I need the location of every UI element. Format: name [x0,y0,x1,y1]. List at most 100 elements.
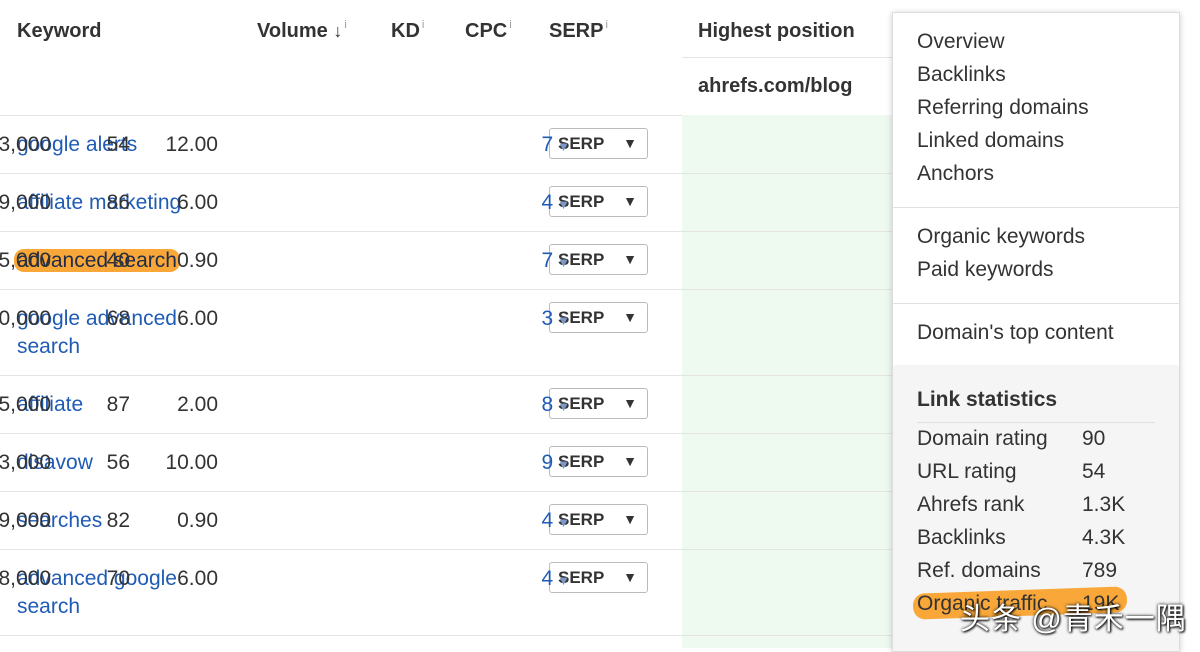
position-cell[interactable]: 4 ▼ [541,565,570,595]
serp-button-label: SERP [558,250,605,269]
serp-button[interactable]: SERP ▼ [549,388,648,419]
header-keyword[interactable]: Keyword [17,20,101,43]
keyword-text: affiliate marketing [17,191,182,214]
triangle-down-icon: ▼ [557,139,570,154]
kd-cell: 86 [106,191,130,214]
menu-item-anchors[interactable]: Anchors [917,162,995,185]
cpc-cell: 10.00 [165,451,218,474]
kd-cell: 54 [106,133,130,156]
menu-item-referring-domains[interactable]: Referring domains [917,96,1089,119]
triangle-down-icon: ▼ [557,573,570,588]
triangle-down-icon: ▼ [557,197,570,212]
kd-cell: 56 [106,451,130,474]
keyword-link[interactable]: affiliate [17,391,217,419]
cpc-cell: 6.00 [177,307,218,330]
info-icon[interactable]: i [509,19,512,31]
sort-down-arrow-icon: ↓ [333,21,343,41]
serp-button[interactable]: SERP ▼ [549,302,648,333]
keyword-link[interactable]: google alerts [17,131,217,159]
row-divider [0,491,900,492]
volume-cell: 75,000 [0,249,51,272]
kd-cell: 82 [106,509,130,532]
header-kd[interactable]: KD i [391,19,425,43]
serp-button-label: SERP [558,568,605,587]
stat-label: URL rating [917,460,1017,483]
cpc-cell: 6.00 [177,191,218,214]
keyword-text: google alerts [17,133,138,156]
position-value: 7 [541,249,554,272]
triangle-down-icon: ▼ [623,395,637,411]
header-volume[interactable]: Volume ↓ i [257,19,347,43]
serp-button-label: SERP [558,510,605,529]
keyword-text: google advanced search [17,307,177,358]
table-row: advanced search75,000 40 0.90 SERP▼7▼ [0,231,900,289]
position-cell[interactable]: 7 ▼ [541,131,570,161]
row-divider [0,635,900,636]
serp-button-label: SERP [558,308,605,327]
keyword-text: searches [17,509,103,532]
menu-item-paid-keywords[interactable]: Paid keywords [917,258,1054,281]
position-cell[interactable]: 4 ▼ [541,507,570,537]
header-cpc[interactable]: CPC i [465,19,512,43]
header-cpc-label: CPC [465,20,508,42]
position-value: 4 [541,191,554,214]
serp-button[interactable]: SERP ▼ [549,128,648,159]
stat-value: 19K [1082,592,1120,615]
info-icon[interactable]: i [605,19,608,31]
position-cell[interactable]: 8 ▼ [541,391,570,421]
header-highest-position: Highest position [698,20,855,42]
cpc-cell: 0.90 [177,249,218,272]
row-divider [0,173,900,174]
position-cell[interactable]: 4 ▼ [541,189,570,219]
volume-cell: 45,000 [0,393,51,416]
keyword-link[interactable]: advanced google search [17,565,217,621]
position-column-bg [682,115,892,648]
info-icon[interactable]: i [421,19,425,31]
table-row: disavow23,000 56 10.00 SERP▼9▼ [0,433,900,491]
menu-item-linked-domains[interactable]: Linked domains [917,129,1065,152]
stat-value: 1.3K [1082,493,1126,516]
keyword-link[interactable]: affiliate marketing [17,189,217,217]
triangle-down-icon: ▼ [557,457,570,472]
position-cell[interactable]: 7 ▼ [541,247,570,277]
keyword-link[interactable]: advanced search [14,247,217,275]
volume-cell: 89,000 [0,191,51,214]
menu-item-overview[interactable]: Overview [917,30,1005,53]
serp-button[interactable]: SERP ▼ [549,446,648,477]
link-statistics-heading: Link statistics [917,388,1058,411]
info-icon[interactable]: i [344,19,347,31]
watermark: 头条 @青禾一隅 [960,603,1187,636]
menu-item-backlinks[interactable]: Backlinks [917,63,1006,86]
header-divider [682,57,892,58]
triangle-down-icon: ▼ [557,515,570,530]
cpc-cell: 6.00 [177,567,218,590]
volume-cell: 113,000 [0,133,51,156]
keyword-text: advanced google search [17,567,177,618]
position-cell[interactable]: 3 ▼ [541,305,570,335]
stat-label: Ref. domains [917,559,1041,582]
position-cell[interactable]: 9 ▼ [541,449,570,479]
keyword-highlight: advanced search [14,249,180,272]
serp-button[interactable]: SERP ▼ [549,504,648,535]
stat-label: Organic traffic [917,592,1048,615]
position-value: 9 [541,451,554,474]
volume-cell: 23,000 [0,451,51,474]
kd-cell: 40 [106,249,130,272]
row-divider [0,433,900,434]
keyword-link[interactable]: google advanced search [17,305,217,361]
menu-item-organic-keywords[interactable]: Organic keywords [917,225,1086,248]
serp-button[interactable]: SERP ▼ [549,562,648,593]
triangle-down-icon: ▼ [623,135,637,151]
keyword-link[interactable]: searches [17,507,217,535]
serp-button[interactable]: SERP ▼ [549,186,648,217]
keyword-link[interactable]: disavow [17,449,217,477]
table-row: advanced google search18,000706.00SERP▼4… [0,549,900,635]
menu-item-top-content[interactable]: Domain's top content [917,321,1114,344]
position-value: 8 [541,393,554,416]
serp-button[interactable]: SERP ▼ [549,244,648,275]
stat-label: Ahrefs rank [917,493,1025,516]
table-row: google advanced search70,000686.00SERP▼3… [0,289,900,375]
volume-cell: 19,000 [0,509,51,532]
